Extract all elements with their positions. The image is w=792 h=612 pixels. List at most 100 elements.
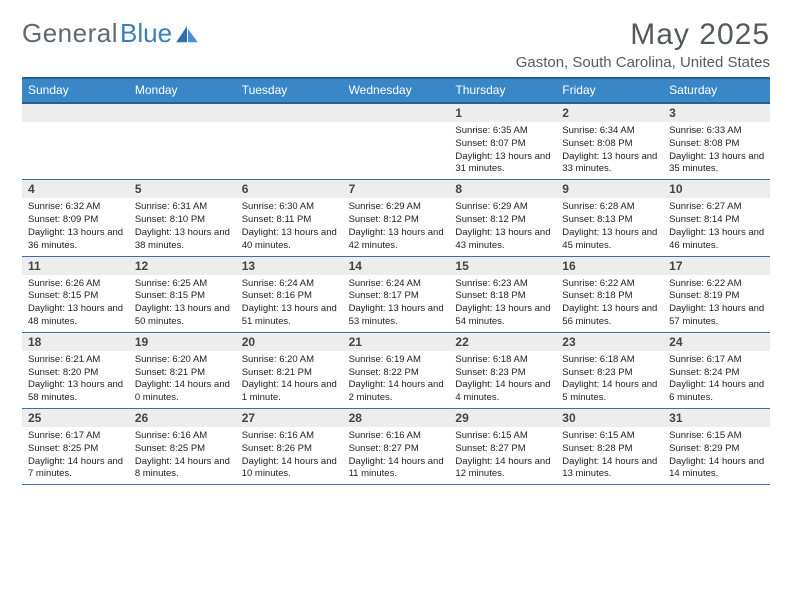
- brand-part1: General: [22, 18, 118, 49]
- day-cell: 23Sunrise: 6:18 AMSunset: 8:23 PMDayligh…: [556, 333, 663, 408]
- daylight-text: Daylight: 14 hours and 13 minutes.: [562, 456, 659, 482]
- sunset-text: Sunset: 8:12 PM: [349, 214, 446, 227]
- day-number: 11: [22, 257, 129, 275]
- sunset-text: Sunset: 8:13 PM: [562, 214, 659, 227]
- sunset-text: Sunset: 8:19 PM: [669, 290, 766, 303]
- day-details: Sunrise: 6:25 AMSunset: 8:15 PMDaylight:…: [129, 275, 236, 332]
- day-cell: 25Sunrise: 6:17 AMSunset: 8:25 PMDayligh…: [22, 409, 129, 484]
- day-number: 1: [449, 104, 556, 122]
- day-cell: 14Sunrise: 6:24 AMSunset: 8:17 PMDayligh…: [343, 257, 450, 332]
- daylight-text: Daylight: 14 hours and 5 minutes.: [562, 379, 659, 405]
- sunrise-text: Sunrise: 6:16 AM: [242, 430, 339, 443]
- sunrise-text: Sunrise: 6:24 AM: [242, 278, 339, 291]
- day-number: 27: [236, 409, 343, 427]
- week-row: 18Sunrise: 6:21 AMSunset: 8:20 PMDayligh…: [22, 333, 770, 409]
- day-details: Sunrise: 6:19 AMSunset: 8:22 PMDaylight:…: [343, 351, 450, 408]
- day-number: 21: [343, 333, 450, 351]
- day-cell: 20Sunrise: 6:20 AMSunset: 8:21 PMDayligh…: [236, 333, 343, 408]
- day-cell: 7Sunrise: 6:29 AMSunset: 8:12 PMDaylight…: [343, 180, 450, 255]
- empty-day-bar: [343, 104, 450, 122]
- day-details: Sunrise: 6:31 AMSunset: 8:10 PMDaylight:…: [129, 198, 236, 255]
- daylight-text: Daylight: 14 hours and 7 minutes.: [28, 456, 125, 482]
- day-details: Sunrise: 6:34 AMSunset: 8:08 PMDaylight:…: [556, 122, 663, 179]
- day-cell: [236, 104, 343, 179]
- sunset-text: Sunset: 8:28 PM: [562, 443, 659, 456]
- sunset-text: Sunset: 8:17 PM: [349, 290, 446, 303]
- sunrise-text: Sunrise: 6:28 AM: [562, 201, 659, 214]
- sunset-text: Sunset: 8:09 PM: [28, 214, 125, 227]
- day-details: Sunrise: 6:21 AMSunset: 8:20 PMDaylight:…: [22, 351, 129, 408]
- sunset-text: Sunset: 8:21 PM: [135, 367, 232, 380]
- sunset-text: Sunset: 8:23 PM: [455, 367, 552, 380]
- day-number: 24: [663, 333, 770, 351]
- day-cell: 15Sunrise: 6:23 AMSunset: 8:18 PMDayligh…: [449, 257, 556, 332]
- weekday-header-row: Sunday Monday Tuesday Wednesday Thursday…: [22, 77, 770, 104]
- sunset-text: Sunset: 8:16 PM: [242, 290, 339, 303]
- daylight-text: Daylight: 14 hours and 8 minutes.: [135, 456, 232, 482]
- sunrise-text: Sunrise: 6:21 AM: [28, 354, 125, 367]
- weekday-header: Monday: [129, 79, 236, 102]
- day-cell: 1Sunrise: 6:35 AMSunset: 8:07 PMDaylight…: [449, 104, 556, 179]
- week-row: 1Sunrise: 6:35 AMSunset: 8:07 PMDaylight…: [22, 104, 770, 180]
- daylight-text: Daylight: 13 hours and 36 minutes.: [28, 227, 125, 253]
- sunrise-text: Sunrise: 6:25 AM: [135, 278, 232, 291]
- daylight-text: Daylight: 14 hours and 2 minutes.: [349, 379, 446, 405]
- sunrise-text: Sunrise: 6:29 AM: [349, 201, 446, 214]
- daylight-text: Daylight: 13 hours and 46 minutes.: [669, 227, 766, 253]
- brand-part2: Blue: [120, 18, 172, 49]
- day-details: Sunrise: 6:16 AMSunset: 8:27 PMDaylight:…: [343, 427, 450, 484]
- daylight-text: Daylight: 13 hours and 57 minutes.: [669, 303, 766, 329]
- sunset-text: Sunset: 8:18 PM: [455, 290, 552, 303]
- day-cell: 17Sunrise: 6:22 AMSunset: 8:19 PMDayligh…: [663, 257, 770, 332]
- daylight-text: Daylight: 13 hours and 35 minutes.: [669, 151, 766, 177]
- sunset-text: Sunset: 8:22 PM: [349, 367, 446, 380]
- day-details: Sunrise: 6:29 AMSunset: 8:12 PMDaylight:…: [343, 198, 450, 255]
- sunrise-text: Sunrise: 6:15 AM: [669, 430, 766, 443]
- day-cell: 3Sunrise: 6:33 AMSunset: 8:08 PMDaylight…: [663, 104, 770, 179]
- sunrise-text: Sunrise: 6:34 AM: [562, 125, 659, 138]
- day-details: Sunrise: 6:15 AMSunset: 8:28 PMDaylight:…: [556, 427, 663, 484]
- day-number: 16: [556, 257, 663, 275]
- daylight-text: Daylight: 13 hours and 53 minutes.: [349, 303, 446, 329]
- day-cell: 6Sunrise: 6:30 AMSunset: 8:11 PMDaylight…: [236, 180, 343, 255]
- day-number: 19: [129, 333, 236, 351]
- sunset-text: Sunset: 8:27 PM: [349, 443, 446, 456]
- day-details: Sunrise: 6:30 AMSunset: 8:11 PMDaylight:…: [236, 198, 343, 255]
- day-cell: 19Sunrise: 6:20 AMSunset: 8:21 PMDayligh…: [129, 333, 236, 408]
- sunset-text: Sunset: 8:10 PM: [135, 214, 232, 227]
- day-details: Sunrise: 6:15 AMSunset: 8:29 PMDaylight:…: [663, 427, 770, 484]
- sunrise-text: Sunrise: 6:24 AM: [349, 278, 446, 291]
- sunrise-text: Sunrise: 6:18 AM: [455, 354, 552, 367]
- sunset-text: Sunset: 8:08 PM: [669, 138, 766, 151]
- daylight-text: Daylight: 13 hours and 56 minutes.: [562, 303, 659, 329]
- day-number: 8: [449, 180, 556, 198]
- week-row: 25Sunrise: 6:17 AMSunset: 8:25 PMDayligh…: [22, 409, 770, 485]
- day-cell: [22, 104, 129, 179]
- day-cell: 2Sunrise: 6:34 AMSunset: 8:08 PMDaylight…: [556, 104, 663, 179]
- day-number: 17: [663, 257, 770, 275]
- page-title: May 2025: [516, 18, 770, 52]
- daylight-text: Daylight: 14 hours and 14 minutes.: [669, 456, 766, 482]
- daylight-text: Daylight: 13 hours and 51 minutes.: [242, 303, 339, 329]
- daylight-text: Daylight: 13 hours and 43 minutes.: [455, 227, 552, 253]
- sunrise-text: Sunrise: 6:32 AM: [28, 201, 125, 214]
- day-number: 9: [556, 180, 663, 198]
- day-number: 25: [22, 409, 129, 427]
- sunset-text: Sunset: 8:07 PM: [455, 138, 552, 151]
- day-details: Sunrise: 6:18 AMSunset: 8:23 PMDaylight:…: [556, 351, 663, 408]
- sunrise-text: Sunrise: 6:20 AM: [242, 354, 339, 367]
- day-details: Sunrise: 6:24 AMSunset: 8:17 PMDaylight:…: [343, 275, 450, 332]
- day-details: Sunrise: 6:18 AMSunset: 8:23 PMDaylight:…: [449, 351, 556, 408]
- sunset-text: Sunset: 8:25 PM: [135, 443, 232, 456]
- day-cell: 28Sunrise: 6:16 AMSunset: 8:27 PMDayligh…: [343, 409, 450, 484]
- empty-day-bar: [129, 104, 236, 122]
- day-cell: 26Sunrise: 6:16 AMSunset: 8:25 PMDayligh…: [129, 409, 236, 484]
- day-cell: 21Sunrise: 6:19 AMSunset: 8:22 PMDayligh…: [343, 333, 450, 408]
- brand-sail-icon: [176, 26, 198, 44]
- day-cell: 10Sunrise: 6:27 AMSunset: 8:14 PMDayligh…: [663, 180, 770, 255]
- day-number: 12: [129, 257, 236, 275]
- day-details: Sunrise: 6:24 AMSunset: 8:16 PMDaylight:…: [236, 275, 343, 332]
- weekday-header: Wednesday: [343, 79, 450, 102]
- day-number: 14: [343, 257, 450, 275]
- day-details: Sunrise: 6:17 AMSunset: 8:24 PMDaylight:…: [663, 351, 770, 408]
